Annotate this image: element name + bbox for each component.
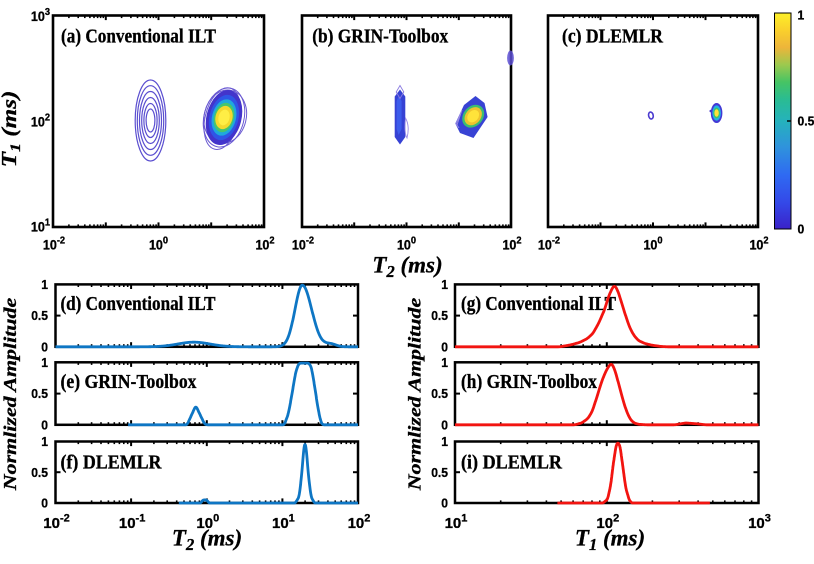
svg-text:(c) DLEMLR: (c) DLEMLR — [562, 25, 663, 47]
svg-text:(h) GRIN-Toolbox: (h) GRIN-Toolbox — [461, 371, 598, 393]
svg-text:1: 1 — [798, 8, 805, 22]
svg-text:1: 1 — [41, 355, 48, 369]
svg-text:0.5: 0.5 — [431, 465, 448, 479]
svg-text:0: 0 — [798, 222, 805, 236]
svg-text:T2 (ms): T2 (ms) — [372, 253, 442, 282]
svg-text:(f) DLEMLR: (f) DLEMLR — [61, 451, 162, 473]
svg-text:0: 0 — [441, 340, 448, 354]
svg-text:0: 0 — [41, 496, 48, 510]
svg-text:0: 0 — [441, 418, 448, 432]
svg-text:1: 1 — [41, 435, 48, 449]
svg-text:0.5: 0.5 — [431, 387, 448, 401]
svg-text:Normlized Amplitude: Normlized Amplitude — [405, 298, 425, 492]
svg-text:0.5: 0.5 — [431, 309, 448, 323]
svg-text:0.5: 0.5 — [798, 114, 814, 128]
svg-text:T2 (ms): T2 (ms) — [172, 526, 242, 555]
svg-text:0: 0 — [41, 418, 48, 432]
svg-text:0: 0 — [41, 340, 48, 354]
svg-text:T1 (ms): T1 (ms) — [0, 91, 24, 168]
svg-text:Normlized Amplitude: Normlized Amplitude — [1, 298, 21, 492]
svg-text:(b) GRIN-Toolbox: (b) GRIN-Toolbox — [312, 25, 449, 47]
svg-text:(d) Conventional ILT: (d) Conventional ILT — [61, 293, 216, 315]
svg-text:(g) Conventional ILT: (g) Conventional ILT — [461, 293, 616, 315]
svg-text:1: 1 — [441, 435, 448, 449]
svg-text:1: 1 — [41, 278, 48, 292]
svg-text:(i) DLEMLR: (i) DLEMLR — [461, 451, 562, 473]
svg-text:0.5: 0.5 — [31, 465, 48, 479]
svg-text:1: 1 — [441, 278, 448, 292]
svg-text:(a) Conventional ILT: (a) Conventional ILT — [61, 25, 216, 47]
svg-text:0.5: 0.5 — [31, 387, 48, 401]
svg-text:1: 1 — [441, 355, 448, 369]
svg-text:0: 0 — [441, 496, 448, 510]
svg-text:0.5: 0.5 — [31, 309, 48, 323]
svg-text:(e) GRIN-Toolbox: (e) GRIN-Toolbox — [61, 371, 198, 393]
svg-text:T1 (ms): T1 (ms) — [575, 526, 645, 555]
